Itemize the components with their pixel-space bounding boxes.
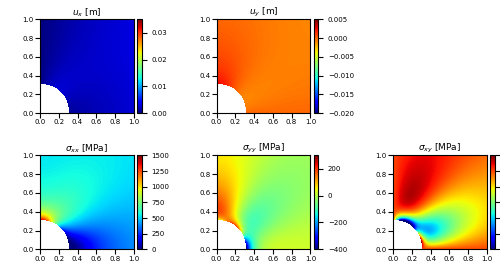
- Title: $u_y$ [m]: $u_y$ [m]: [248, 6, 278, 19]
- Title: $\sigma_{xy}$ [MPa]: $\sigma_{xy}$ [MPa]: [418, 142, 462, 155]
- Title: $\sigma_{yy}$ [MPa]: $\sigma_{yy}$ [MPa]: [242, 142, 285, 155]
- Title: $\sigma_{xx}$ [MPa]: $\sigma_{xx}$ [MPa]: [66, 143, 108, 155]
- Title: $u_x$ [m]: $u_x$ [m]: [72, 7, 102, 19]
